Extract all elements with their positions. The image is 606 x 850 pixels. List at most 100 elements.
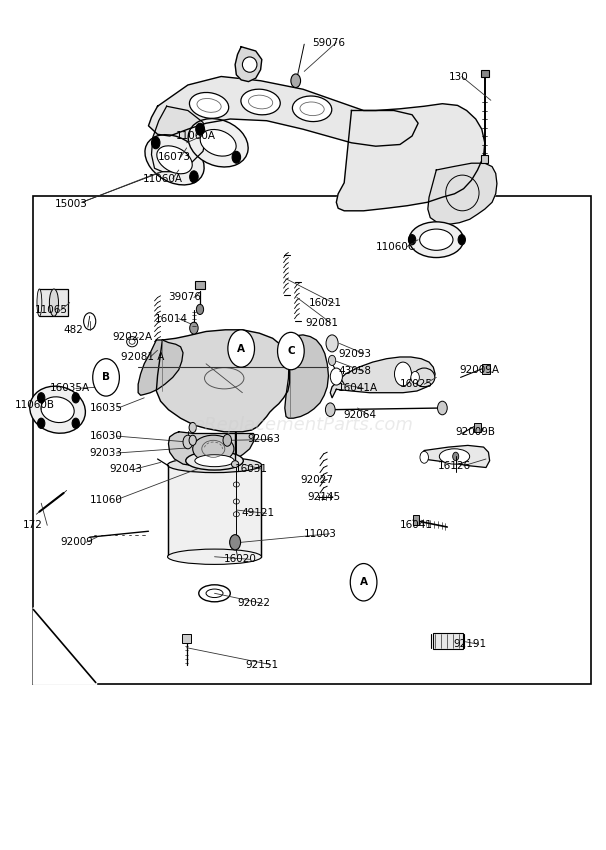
Text: eReplacementParts.com: eReplacementParts.com xyxy=(193,416,413,434)
Text: B: B xyxy=(102,372,110,382)
Polygon shape xyxy=(168,432,255,466)
Ellipse shape xyxy=(200,129,236,156)
Ellipse shape xyxy=(419,230,453,251)
Text: 92043: 92043 xyxy=(109,464,142,474)
Text: 130: 130 xyxy=(448,71,468,82)
Text: 16031: 16031 xyxy=(235,464,268,474)
Text: 11065: 11065 xyxy=(35,305,68,315)
Text: 11003: 11003 xyxy=(304,529,337,539)
Bar xyxy=(481,155,488,163)
Polygon shape xyxy=(156,330,290,432)
Bar xyxy=(33,196,591,684)
Text: 11060B: 11060B xyxy=(15,400,55,411)
Text: 16030: 16030 xyxy=(90,431,122,441)
Text: 16035: 16035 xyxy=(90,403,122,413)
Ellipse shape xyxy=(127,337,138,347)
Bar xyxy=(182,634,191,643)
Circle shape xyxy=(228,330,255,367)
Circle shape xyxy=(326,335,338,352)
Text: 43058: 43058 xyxy=(338,366,371,377)
Text: 11060A: 11060A xyxy=(176,131,216,141)
Ellipse shape xyxy=(409,222,464,258)
Ellipse shape xyxy=(293,96,331,122)
Ellipse shape xyxy=(167,549,261,564)
Circle shape xyxy=(196,123,204,135)
Ellipse shape xyxy=(37,289,42,316)
Text: 92033: 92033 xyxy=(90,448,122,458)
Circle shape xyxy=(420,451,428,463)
Ellipse shape xyxy=(185,451,244,470)
Polygon shape xyxy=(235,47,262,82)
Text: 11060A: 11060A xyxy=(142,173,182,184)
Ellipse shape xyxy=(49,289,58,316)
Polygon shape xyxy=(148,76,418,146)
Text: 92064: 92064 xyxy=(343,410,376,420)
Text: 92063: 92063 xyxy=(247,434,280,445)
Ellipse shape xyxy=(30,386,85,434)
Bar xyxy=(433,633,463,649)
Bar xyxy=(168,465,261,557)
Text: 39076: 39076 xyxy=(168,292,201,303)
Text: 16126: 16126 xyxy=(438,461,471,471)
Circle shape xyxy=(183,435,193,449)
Text: A: A xyxy=(237,343,245,354)
Circle shape xyxy=(328,355,336,366)
Ellipse shape xyxy=(231,461,239,468)
Ellipse shape xyxy=(413,368,435,387)
Text: 49121: 49121 xyxy=(241,508,275,518)
Polygon shape xyxy=(330,357,435,398)
Bar xyxy=(474,423,481,432)
Text: 16041: 16041 xyxy=(400,520,433,530)
Bar xyxy=(39,289,68,316)
Text: 16073: 16073 xyxy=(158,152,190,162)
Circle shape xyxy=(325,403,335,416)
Ellipse shape xyxy=(439,449,470,464)
Text: 92081 A: 92081 A xyxy=(121,352,165,362)
Ellipse shape xyxy=(188,119,248,167)
Polygon shape xyxy=(421,445,490,468)
Circle shape xyxy=(411,371,419,383)
Bar xyxy=(481,70,489,76)
Circle shape xyxy=(232,151,241,163)
Bar xyxy=(482,364,490,374)
Text: 16025: 16025 xyxy=(400,379,433,389)
Circle shape xyxy=(72,393,79,403)
Ellipse shape xyxy=(190,93,228,118)
Circle shape xyxy=(84,313,96,330)
Text: 172: 172 xyxy=(23,520,43,530)
Text: 16035A: 16035A xyxy=(50,383,90,394)
Polygon shape xyxy=(152,106,206,172)
Circle shape xyxy=(93,359,119,396)
Text: 92022: 92022 xyxy=(238,598,270,609)
Ellipse shape xyxy=(195,455,234,467)
Circle shape xyxy=(458,235,465,245)
Circle shape xyxy=(190,171,198,183)
Text: 16014: 16014 xyxy=(155,314,187,324)
Text: C: C xyxy=(287,346,295,356)
Text: 92027: 92027 xyxy=(301,475,333,485)
Polygon shape xyxy=(428,163,497,224)
Ellipse shape xyxy=(41,397,74,422)
Ellipse shape xyxy=(242,57,257,72)
Circle shape xyxy=(152,137,160,149)
Circle shape xyxy=(190,322,198,334)
Circle shape xyxy=(330,368,342,385)
Text: 15003: 15003 xyxy=(55,199,87,209)
Circle shape xyxy=(453,452,459,461)
Bar xyxy=(413,515,419,525)
Circle shape xyxy=(395,362,411,386)
Text: 11060C: 11060C xyxy=(376,241,416,252)
Polygon shape xyxy=(336,104,485,211)
Circle shape xyxy=(438,401,447,415)
Text: 92093: 92093 xyxy=(338,348,371,359)
Text: 92081: 92081 xyxy=(305,318,338,328)
Circle shape xyxy=(223,434,231,446)
Polygon shape xyxy=(285,335,328,418)
Circle shape xyxy=(278,332,304,370)
Circle shape xyxy=(189,422,196,433)
Text: 482: 482 xyxy=(64,325,84,335)
Circle shape xyxy=(38,418,45,428)
Text: 92009B: 92009B xyxy=(456,427,496,437)
Ellipse shape xyxy=(193,435,234,462)
Text: 92145: 92145 xyxy=(308,492,341,502)
